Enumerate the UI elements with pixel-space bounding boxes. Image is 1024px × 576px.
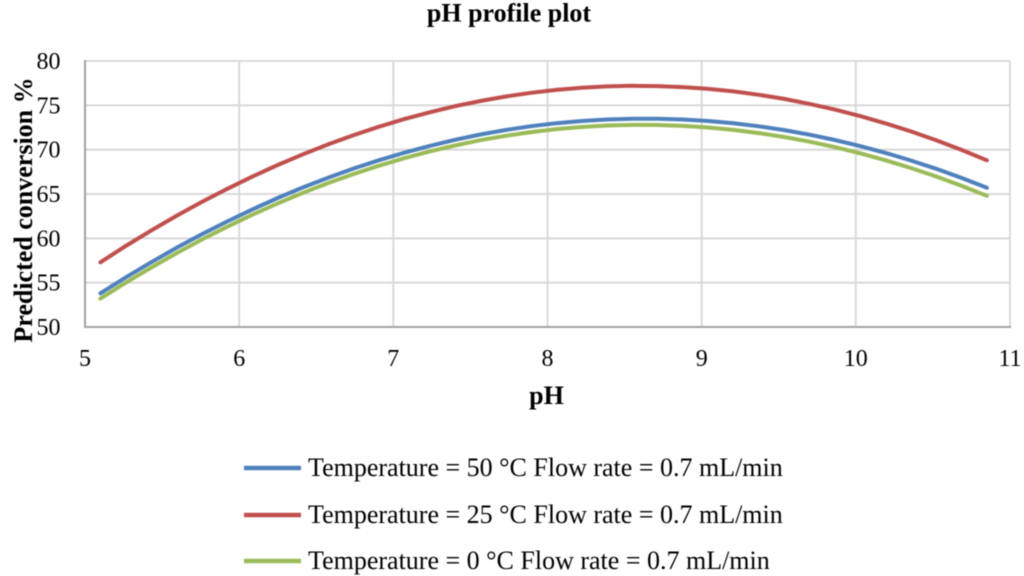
svg-text:75: 75: [37, 93, 61, 119]
svg-text:50: 50: [37, 315, 61, 341]
svg-text:pH: pH: [529, 381, 564, 410]
svg-text:Temperature = 0 °C Flow rate =: Temperature = 0 °C Flow rate = 0.7 mL/mi…: [308, 546, 770, 575]
svg-text:65: 65: [37, 182, 61, 208]
svg-text:Temperature = 50 °C Flow rate: Temperature = 50 °C Flow rate = 0.7 mL/m…: [308, 453, 783, 482]
svg-text:5: 5: [79, 346, 91, 372]
svg-text:6: 6: [233, 346, 245, 372]
svg-text:10: 10: [844, 346, 868, 372]
svg-text:80: 80: [37, 49, 61, 75]
svg-text:11: 11: [998, 346, 1021, 372]
svg-text:8: 8: [542, 346, 554, 372]
svg-text:pH profile plot: pH profile plot: [427, 0, 592, 28]
svg-text:9: 9: [696, 346, 708, 372]
svg-text:Temperature = 25 °C Flow rate: Temperature = 25 °C Flow rate = 0.7 mL/m…: [308, 500, 783, 529]
svg-text:7: 7: [387, 346, 399, 372]
svg-text:70: 70: [37, 138, 61, 164]
svg-text:Predicted conversion %: Predicted conversion %: [9, 77, 38, 342]
svg-text:60: 60: [37, 226, 61, 252]
svg-text:55: 55: [37, 271, 61, 297]
